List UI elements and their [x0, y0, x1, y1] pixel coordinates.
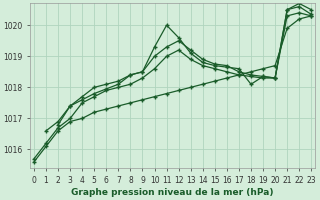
X-axis label: Graphe pression niveau de la mer (hPa): Graphe pression niveau de la mer (hPa)	[71, 188, 274, 197]
